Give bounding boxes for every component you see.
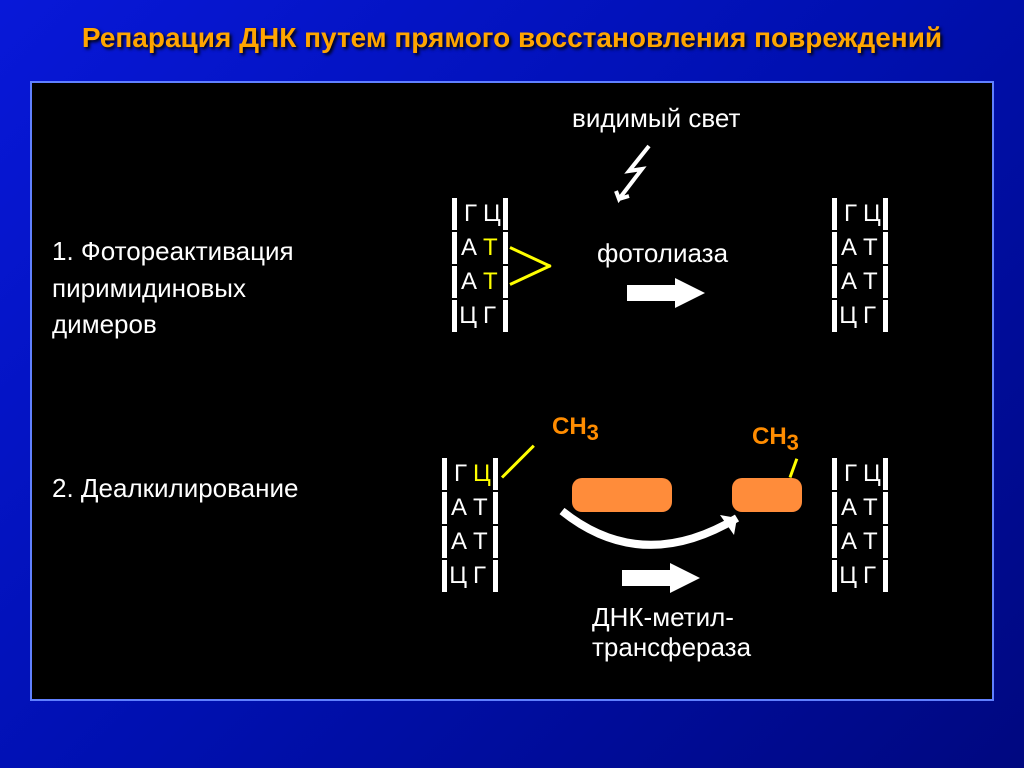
base-left: Г bbox=[447, 460, 467, 488]
base-left: А bbox=[837, 234, 857, 262]
base-left: А bbox=[447, 528, 467, 556]
base-left: А bbox=[837, 528, 857, 556]
base-left: А bbox=[447, 494, 467, 522]
mech2-name: Деалкилирование bbox=[81, 473, 299, 503]
base-left: Г bbox=[457, 200, 477, 228]
base-right-dimer: Т bbox=[483, 234, 503, 262]
base-left: А bbox=[837, 494, 857, 522]
mech1-num: 1. bbox=[52, 236, 74, 266]
mechanism-2-label: 2. Деалкилирование bbox=[52, 473, 298, 504]
reaction-arrow-1 bbox=[627, 278, 707, 308]
base-left: Г bbox=[837, 460, 857, 488]
base-left: А bbox=[837, 268, 857, 296]
photolyase-label: фотолиаза bbox=[597, 238, 728, 269]
dna-segment-repaired-2: ГЦ АТ АТ ЦГ bbox=[832, 458, 888, 592]
base-left: Ц bbox=[837, 302, 857, 330]
ch3-bond bbox=[501, 445, 535, 479]
base-left: Г bbox=[837, 200, 857, 228]
base-right: Ц bbox=[483, 200, 503, 228]
base-right: Г bbox=[483, 302, 503, 330]
ch3-bond bbox=[789, 459, 799, 479]
dna-segment-repaired-1: ГЦ АТ АТ ЦГ bbox=[832, 198, 888, 332]
base-left: Ц bbox=[457, 302, 477, 330]
dna-segment-methylated: ГЦ АТ АТ ЦГ bbox=[442, 458, 498, 592]
dimer-bond bbox=[509, 265, 551, 287]
reaction-arrow-2 bbox=[622, 563, 702, 593]
base-right: Т bbox=[473, 494, 493, 522]
methyl-group-after: СН3 bbox=[752, 423, 799, 451]
dimer-bond bbox=[509, 247, 551, 269]
base-right: Т bbox=[473, 528, 493, 556]
base-right: Ц bbox=[863, 200, 883, 228]
base-right: Т bbox=[863, 268, 883, 296]
base-right: Г bbox=[863, 302, 883, 330]
base-left: Ц bbox=[837, 562, 857, 590]
diagram-container: 1. Фотореактивация пиримидиновых димеров… bbox=[30, 81, 994, 701]
base-left: Ц bbox=[447, 562, 467, 590]
base-left: А bbox=[457, 234, 477, 262]
dna-segment-damaged-1: ГЦ АТ АТ ЦГ bbox=[452, 198, 508, 332]
base-right: Т bbox=[863, 234, 883, 262]
slide-title: Репарация ДНК путем прямого восстановлен… bbox=[0, 0, 1024, 71]
base-right-dimer: Т bbox=[483, 268, 503, 296]
visible-light-label: видимый свет bbox=[572, 103, 740, 134]
base-right: Ц bbox=[863, 460, 883, 488]
mech2-num: 2. bbox=[52, 473, 74, 503]
mech1-name: Фотореактивация пиримидиновых димеров bbox=[52, 236, 294, 339]
lightning-icon bbox=[604, 141, 674, 206]
base-right-methyl: Ц bbox=[473, 460, 493, 488]
base-right: Г bbox=[863, 562, 883, 590]
base-left: А bbox=[457, 268, 477, 296]
mechanism-1-label: 1. Фотореактивация пиримидиновых димеров bbox=[52, 233, 294, 342]
methyl-group-before: СН3 bbox=[552, 413, 599, 441]
base-right: Т bbox=[863, 528, 883, 556]
methyltransferase-label: ДНК-метил- трансфераза bbox=[592, 603, 751, 663]
base-right: Г bbox=[473, 562, 493, 590]
base-right: Т bbox=[863, 494, 883, 522]
